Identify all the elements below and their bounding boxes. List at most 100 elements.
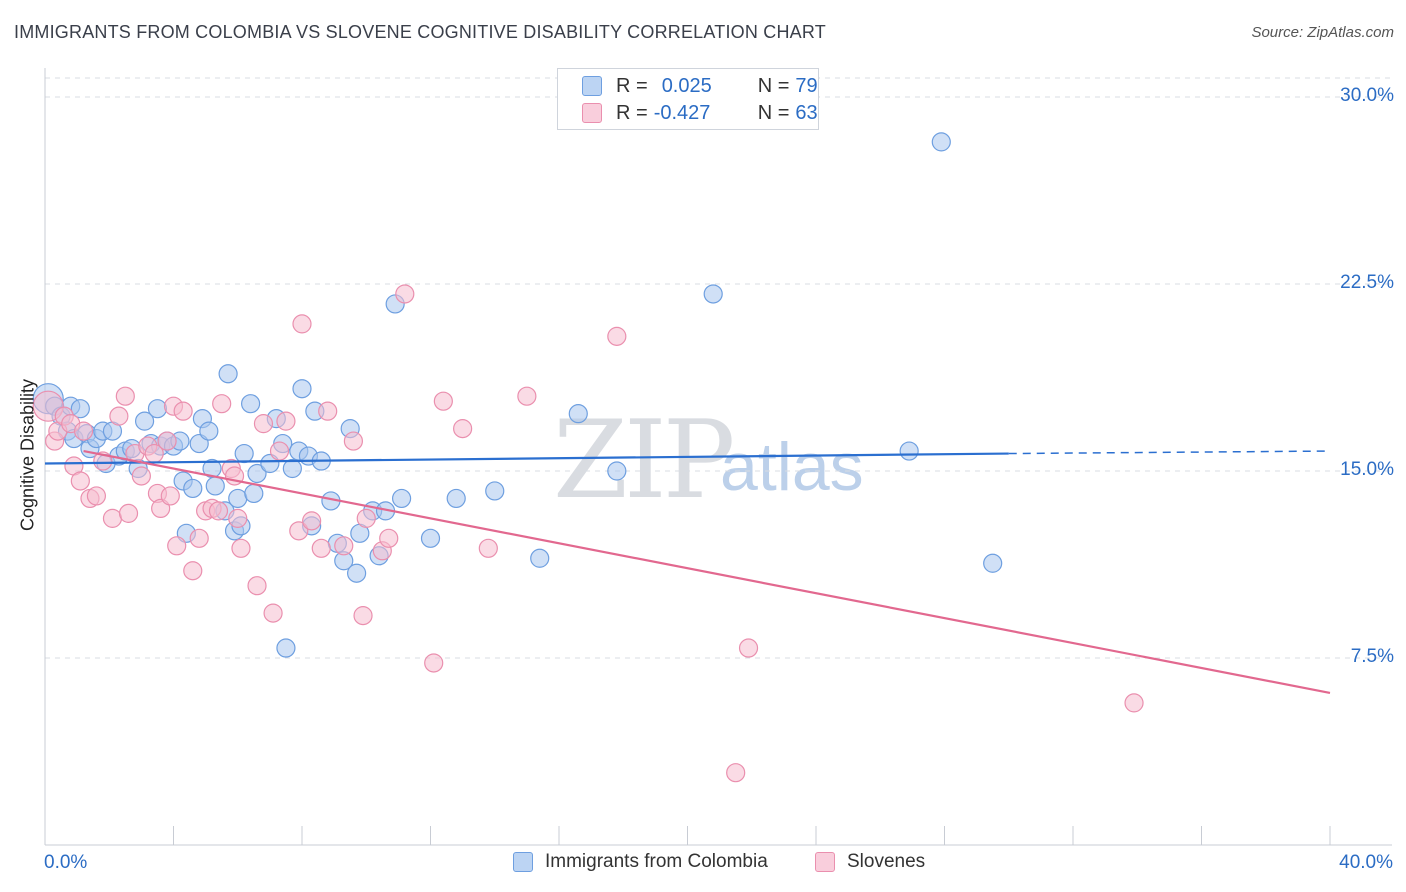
- slovene-point: [433, 391, 453, 411]
- r-value: -0.427: [653, 101, 711, 124]
- slovene-point: [73, 421, 94, 441]
- axes: [44, 68, 1392, 846]
- slovene-point: [208, 501, 229, 521]
- slovene-point: [395, 284, 415, 304]
- slovene-point: [131, 466, 151, 486]
- slovene-point: [302, 511, 322, 531]
- slovene-point: [173, 401, 193, 421]
- series-slovenes-points: [32, 284, 1144, 783]
- slovene-point: [269, 441, 290, 461]
- slovene-point: [424, 653, 444, 673]
- colombia-point: [607, 461, 627, 481]
- legend-swatch-blue: [582, 76, 602, 96]
- slovene-point: [726, 763, 746, 783]
- colombia-point: [134, 411, 155, 431]
- colombia-point: [292, 379, 312, 399]
- slovene-point: [109, 406, 129, 426]
- r-label: R =: [616, 74, 648, 97]
- slovene-point: [334, 536, 354, 556]
- slovene-point: [212, 394, 232, 414]
- slovene-point: [1124, 693, 1144, 713]
- colombia-point: [218, 364, 238, 384]
- n-label: N =: [757, 74, 790, 97]
- slovene-point: [356, 508, 376, 528]
- slovene-point: [160, 486, 180, 506]
- colombia-point: [276, 638, 296, 658]
- colombia-point: [282, 458, 302, 479]
- legend-swatch-pink: [815, 852, 835, 872]
- slovene-point: [289, 521, 309, 541]
- n-value: 79: [795, 74, 818, 97]
- y-tick-label: 30.0%: [1340, 85, 1394, 106]
- gridlines: [45, 77, 1392, 659]
- slovene-point: [517, 386, 537, 406]
- slovene-point: [231, 538, 251, 558]
- slovene-point: [478, 538, 498, 558]
- colombia-point: [244, 483, 264, 504]
- watermark-atlas: atlas: [720, 429, 864, 505]
- slovene-point: [453, 419, 473, 439]
- legend-item-colombia[interactable]: Immigrants from Colombia: [513, 851, 768, 873]
- colombia-point: [703, 284, 723, 304]
- colombia-point: [70, 399, 90, 419]
- slovene-point: [247, 576, 267, 596]
- slovene-point: [189, 528, 209, 548]
- slovene-point: [738, 638, 759, 658]
- slovene-point: [70, 471, 90, 491]
- colombia-point: [899, 441, 919, 461]
- slovene-point: [102, 508, 123, 528]
- colombia-point: [234, 443, 254, 464]
- colombia-point: [568, 404, 588, 424]
- stats-legend-row-slovenes: R = -0.427 N = 63: [582, 100, 818, 126]
- r-value: 0.025: [661, 74, 712, 97]
- colombia-trend-extension: [1008, 450, 1331, 455]
- y-tick-label: 22.5%: [1340, 272, 1394, 293]
- colombia-trend-line: [44, 452, 1009, 465]
- colombia-point: [347, 563, 367, 583]
- slovene-point: [228, 508, 248, 528]
- colombia-point: [241, 394, 261, 414]
- stats-legend-row-colombia: R = 0.025 N = 79: [582, 73, 818, 99]
- slovene-point: [157, 431, 177, 451]
- r-label: R =: [616, 101, 648, 124]
- slovene-point: [86, 486, 107, 506]
- colombia-point: [485, 481, 505, 501]
- slovene-point: [167, 536, 187, 556]
- x-tick-label-min: 0.0%: [44, 852, 88, 873]
- chart-title: IMMIGRANTS FROM COLOMBIA VS SLOVENE COGN…: [14, 22, 826, 42]
- legend-label: Slovenes: [847, 851, 926, 872]
- slovene-point: [183, 561, 203, 581]
- slovene-trend-line: [83, 449, 1331, 694]
- colombia-point: [391, 488, 412, 509]
- y-tick-label: 7.5%: [1350, 646, 1394, 667]
- colombia-point: [199, 421, 219, 441]
- x-tick-label-max: 40.0%: [1339, 852, 1393, 873]
- colombia-point: [931, 132, 951, 152]
- slovene-point: [343, 431, 363, 451]
- source-label: Source: ZipAtlas.com: [1251, 24, 1394, 41]
- slovene-point: [607, 326, 627, 346]
- n-label: N =: [757, 101, 790, 124]
- colombia-point: [247, 463, 267, 484]
- legend-swatch-blue: [513, 852, 533, 872]
- colombia-point: [205, 476, 225, 496]
- slovene-point: [276, 411, 296, 431]
- slovene-point: [118, 503, 139, 523]
- legend-item-slovenes[interactable]: Slovenes: [815, 851, 925, 873]
- n-value: 63: [795, 101, 818, 124]
- slovene-point: [353, 606, 373, 626]
- trend-lines: [44, 449, 1331, 694]
- colombia-point: [420, 528, 441, 548]
- slovene-point: [379, 528, 399, 548]
- slovene-point: [263, 603, 283, 623]
- slovene-point: [292, 314, 312, 334]
- colombia-point: [183, 478, 203, 499]
- stats-legend: R = 0.025 N = 79 R = -0.427 N = 63: [557, 68, 819, 130]
- colombia-point: [228, 488, 248, 509]
- colombia-point: [530, 548, 550, 568]
- y-tick-label: 15.0%: [1340, 459, 1394, 480]
- colombia-point: [147, 399, 168, 419]
- slovene-point: [311, 538, 331, 558]
- slovene-point: [318, 401, 338, 421]
